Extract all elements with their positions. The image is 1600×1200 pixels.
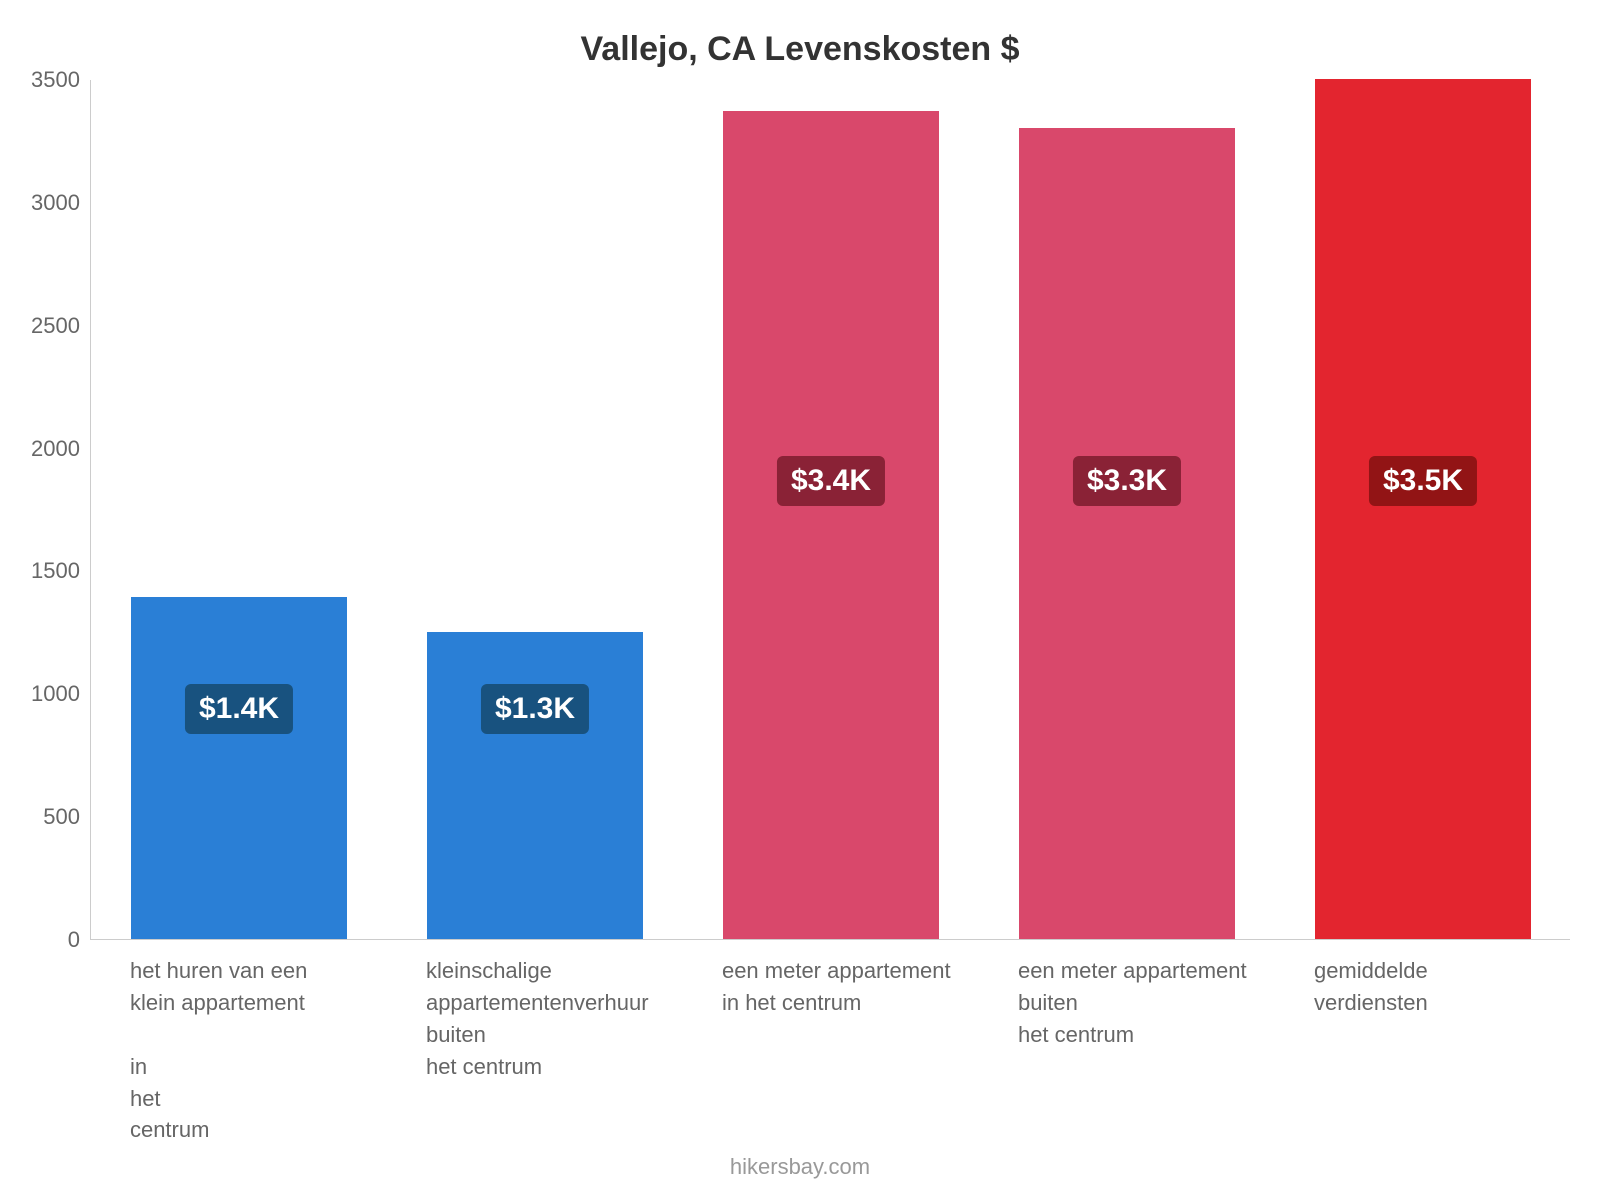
category-label: een meter appartement in het centrum xyxy=(722,955,978,1019)
bar xyxy=(427,632,643,939)
y-tick-label: 1500 xyxy=(30,558,80,584)
y-tick-label: 1000 xyxy=(30,681,80,707)
bar xyxy=(1019,128,1235,939)
y-tick-label: 3000 xyxy=(30,190,80,216)
bar xyxy=(1315,79,1531,939)
y-tick-label: 2500 xyxy=(30,313,80,339)
category-label: kleinschalige appartementenverhuur buite… xyxy=(426,955,682,1083)
chart-footer: hikersbay.com xyxy=(0,1154,1600,1180)
category-label: een meter appartement buiten het centrum xyxy=(1018,955,1274,1051)
bar xyxy=(131,597,347,939)
category-label: gemiddelde verdiensten xyxy=(1314,955,1570,1019)
cost-of-living-chart: Vallejo, CA Levenskosten $ $1.4K $1.3K $3.… xyxy=(0,0,1600,1200)
category-label: het huren van een klein appartement in h… xyxy=(130,955,386,1146)
bar-value-label: $3.5K xyxy=(1369,456,1477,506)
bar-value-label: $1.3K xyxy=(481,684,589,734)
y-tick-label: 3500 xyxy=(30,67,80,93)
plot-area: $1.4K $1.3K $3.4K $3.3K $3.5K xyxy=(90,80,1570,940)
bar xyxy=(723,111,939,939)
bar-value-label: $3.4K xyxy=(777,456,885,506)
y-tick-label: 0 xyxy=(30,927,80,953)
y-tick-label: 500 xyxy=(30,804,80,830)
bar-value-label: $3.3K xyxy=(1073,456,1181,506)
bar-value-label: $1.4K xyxy=(185,684,293,734)
y-tick-label: 2000 xyxy=(30,436,80,462)
chart-title: Vallejo, CA Levenskosten $ xyxy=(0,30,1600,69)
